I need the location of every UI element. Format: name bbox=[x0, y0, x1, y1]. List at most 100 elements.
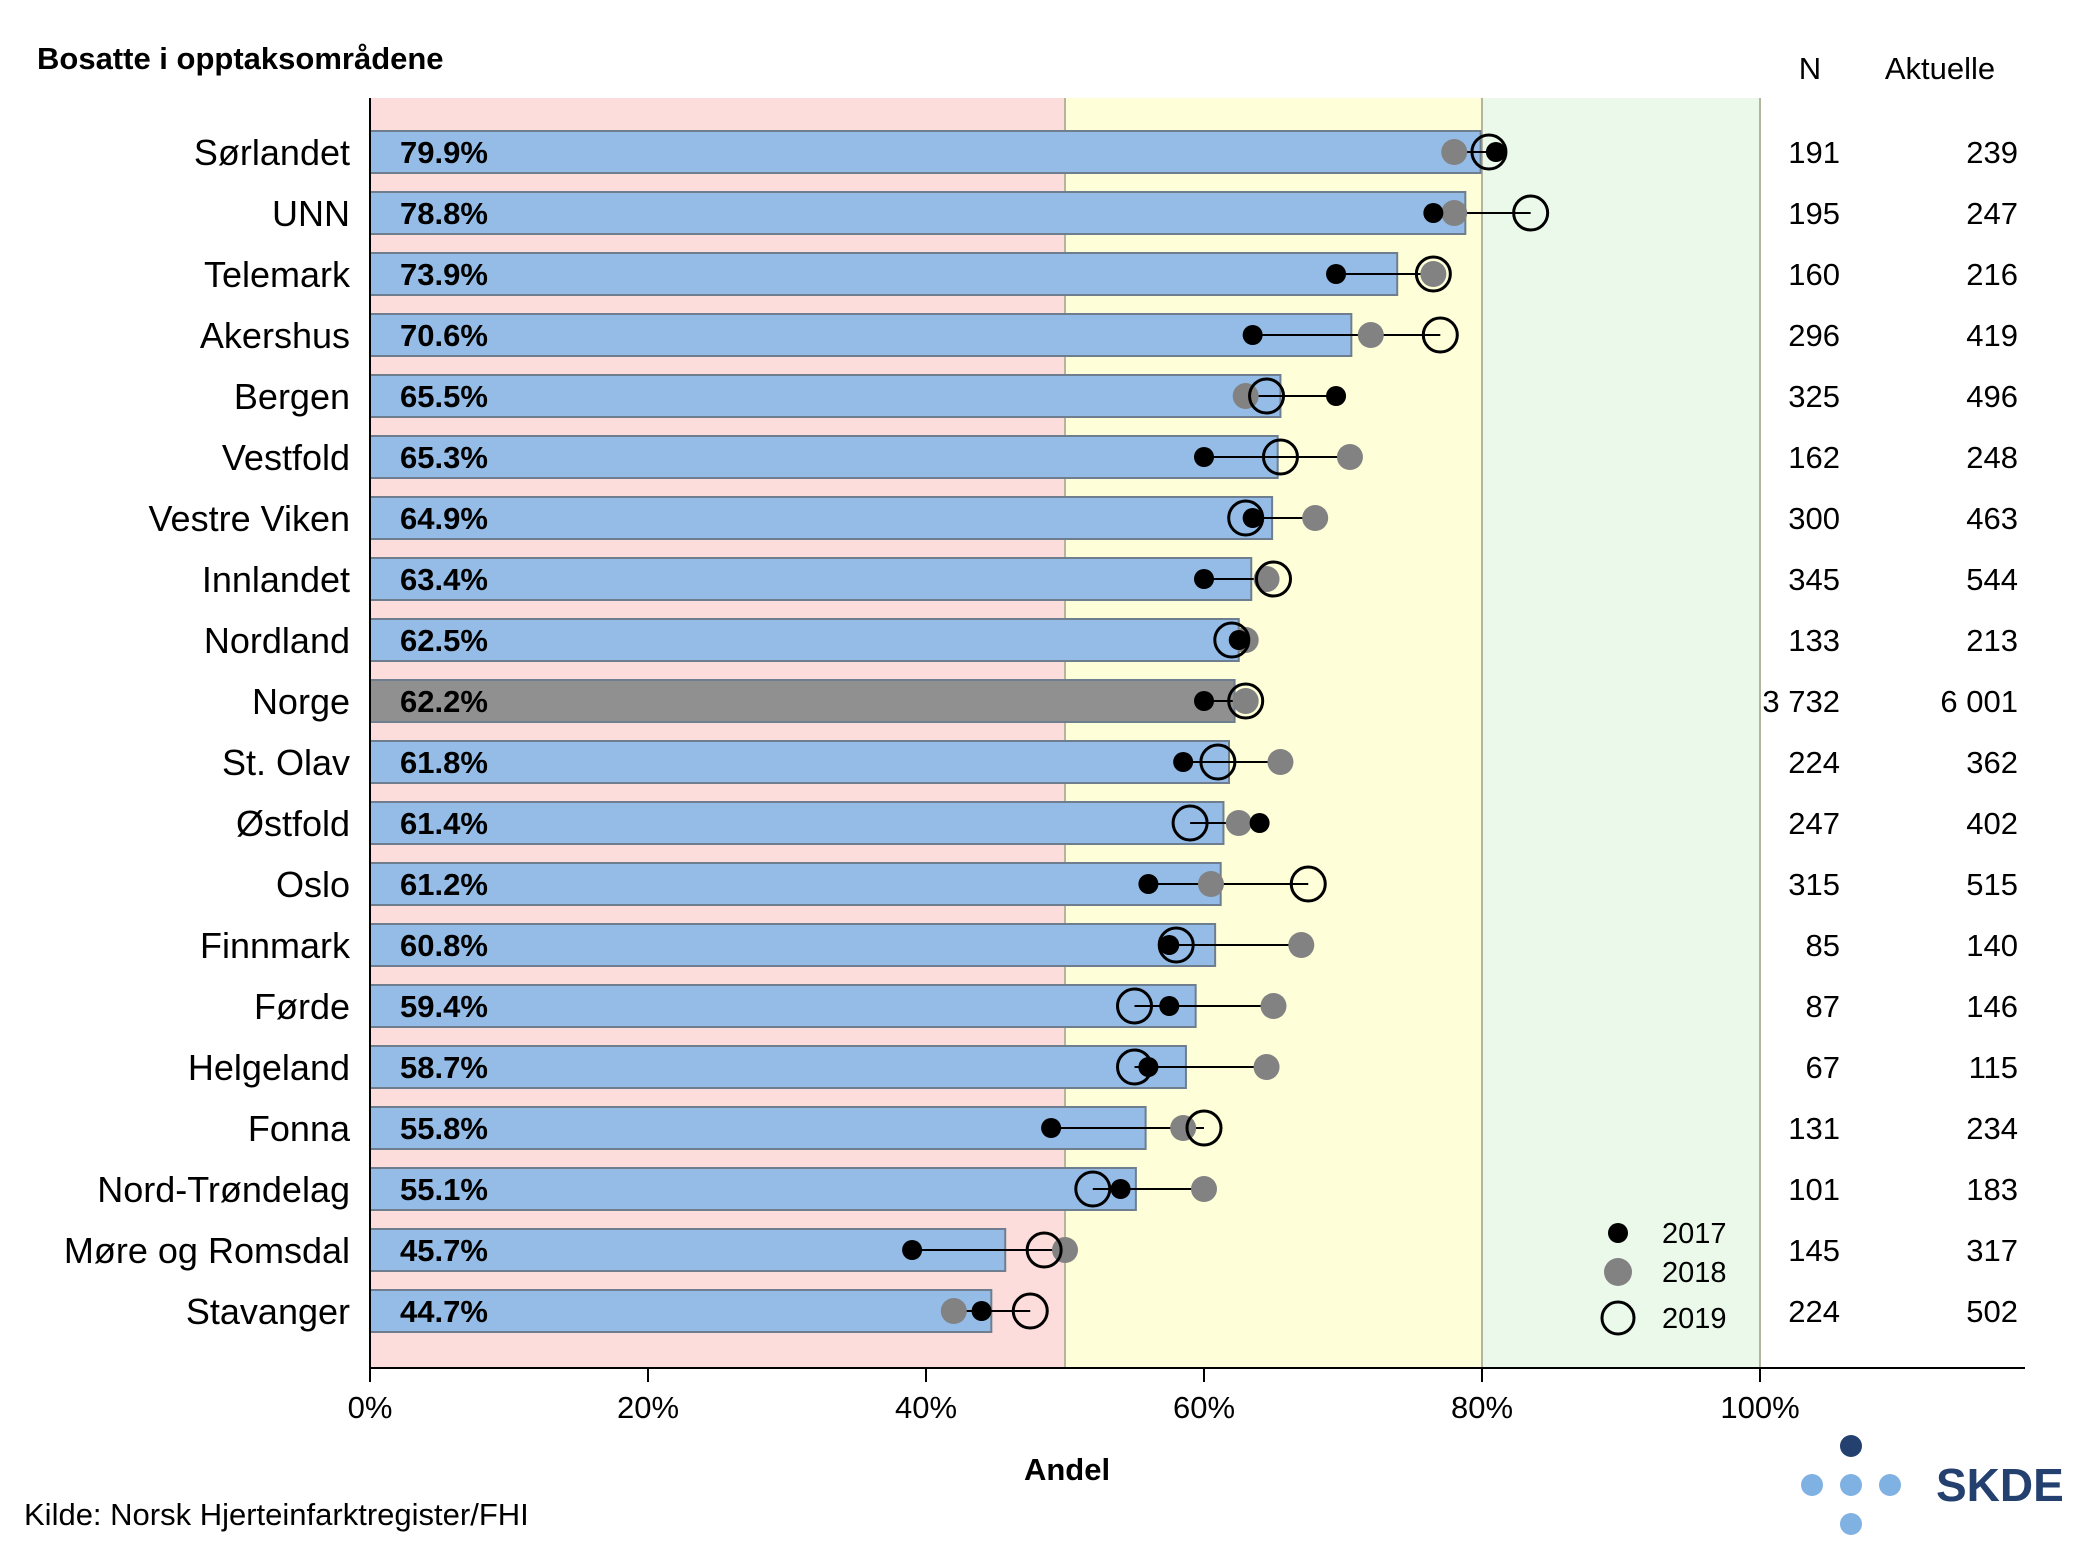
bar bbox=[369, 801, 1225, 845]
aktuelle-value: 213 bbox=[1966, 623, 2018, 658]
point-2019 bbox=[1248, 377, 1286, 415]
column-header-aktuelle: Aktuelle bbox=[1885, 51, 1995, 86]
aktuelle-value: 515 bbox=[1966, 867, 2018, 902]
category-label: St. Olav bbox=[222, 742, 350, 783]
point-2019 bbox=[1414, 255, 1452, 293]
point-2019 bbox=[1074, 1170, 1112, 1208]
aktuelle-value: 115 bbox=[1969, 1050, 2018, 1085]
bar bbox=[369, 679, 1236, 723]
bar-value-label: 62.5% bbox=[400, 623, 488, 658]
point-2018 bbox=[1288, 932, 1315, 958]
bar-value-label: 63.4% bbox=[400, 562, 488, 597]
zone-band bbox=[1065, 98, 1482, 1368]
n-value: 67 bbox=[1806, 1050, 1840, 1085]
bar-value-label: 58.7% bbox=[400, 1050, 488, 1085]
aktuelle-value: 317 bbox=[1966, 1233, 2018, 1268]
legend-label-2018: 2018 bbox=[1662, 1257, 1727, 1289]
point-2019 bbox=[1157, 926, 1195, 964]
n-value: 3 732 bbox=[1762, 684, 1840, 719]
zone-band bbox=[370, 98, 1065, 1368]
point-2018 bbox=[1267, 749, 1294, 775]
category-label: Førde bbox=[254, 986, 350, 1027]
category-label: Oslo bbox=[276, 864, 350, 905]
point-2018 bbox=[1302, 505, 1329, 531]
bar-value-label: 45.7% bbox=[400, 1233, 488, 1268]
point-2019 bbox=[1421, 316, 1459, 354]
bar-value-label: 61.4% bbox=[400, 806, 488, 841]
x-axis-label: Andel bbox=[1024, 1452, 1110, 1487]
category-label: Vestfold bbox=[222, 437, 350, 478]
category-label: Finnmark bbox=[200, 925, 351, 966]
n-value: 145 bbox=[1788, 1233, 1840, 1268]
bar bbox=[369, 618, 1240, 662]
x-axis: 0% 20% 40% 60% 80% 100% bbox=[348, 98, 2025, 1425]
point-2017 bbox=[1138, 874, 1159, 894]
point-2018 bbox=[1170, 1115, 1197, 1141]
point-2019 bbox=[1116, 987, 1153, 1025]
bar-value-label: 70.6% bbox=[400, 318, 488, 353]
n-value: 296 bbox=[1788, 318, 1840, 353]
aktuelle-value: 216 bbox=[1966, 257, 2018, 292]
legend-marker-2019 bbox=[1600, 1300, 1636, 1336]
category-label: Norge bbox=[252, 681, 350, 722]
point-2017 bbox=[1228, 630, 1249, 650]
n-value: 87 bbox=[1806, 989, 1840, 1024]
n-value: 131 bbox=[1788, 1111, 1840, 1146]
point-2019 bbox=[1512, 194, 1550, 232]
bar-value-label: 65.3% bbox=[400, 440, 488, 475]
point-2019 bbox=[1227, 682, 1265, 720]
point-2018 bbox=[1336, 444, 1363, 470]
n-value: 224 bbox=[1788, 1294, 1840, 1329]
point-2019 bbox=[1171, 804, 1209, 842]
point-2019 bbox=[1025, 1231, 1063, 1269]
bar bbox=[369, 252, 1399, 296]
aktuelle-value: 247 bbox=[1966, 196, 2018, 231]
aktuelle-value: 544 bbox=[1966, 562, 2018, 597]
source-note: Kilde: Norsk Hjerteinfarktregister/FHI bbox=[24, 1497, 529, 1532]
point-2017 bbox=[971, 1301, 992, 1321]
bar-value-label: 65.5% bbox=[400, 379, 488, 414]
n-value: 345 bbox=[1788, 562, 1840, 597]
point-2018 bbox=[1253, 566, 1280, 592]
point-2018 bbox=[1260, 993, 1287, 1019]
zone-dividers bbox=[1064, 98, 1761, 1368]
logo-dot-icon bbox=[1879, 1474, 1901, 1496]
category-label: Telemark bbox=[204, 254, 351, 295]
x-tick-label: 100% bbox=[1720, 1390, 1799, 1425]
x-tick-label: 20% bbox=[617, 1390, 679, 1425]
point-2017 bbox=[1326, 386, 1347, 406]
point-2017 bbox=[1485, 142, 1506, 162]
bar-value-label: 61.2% bbox=[400, 867, 488, 902]
year-markers bbox=[902, 133, 1550, 1330]
point-2018 bbox=[1357, 322, 1384, 348]
x-tick-label: 0% bbox=[348, 1390, 393, 1425]
bar bbox=[369, 191, 1467, 235]
n-value: 160 bbox=[1788, 257, 1840, 292]
bar-value-label: 55.8% bbox=[400, 1111, 488, 1146]
bar bbox=[369, 1106, 1147, 1150]
point-2018 bbox=[1191, 1176, 1217, 1202]
point-2017 bbox=[1423, 203, 1444, 223]
aktuelle-value: 502 bbox=[1966, 1294, 2018, 1329]
point-2017 bbox=[1110, 1179, 1131, 1199]
bar-value-label: 55.1% bbox=[400, 1172, 488, 1207]
chart-title: Bosatte i opptaksområdene bbox=[37, 41, 444, 76]
point-2018 bbox=[1441, 200, 1468, 226]
point-2018 bbox=[1232, 383, 1259, 409]
n-value: 101 bbox=[1788, 1172, 1840, 1207]
point-2017 bbox=[902, 1240, 923, 1260]
bar bbox=[369, 557, 1253, 601]
x-tick-label: 60% bbox=[1173, 1390, 1235, 1425]
n-value: 85 bbox=[1806, 928, 1840, 963]
point-2018 bbox=[1225, 810, 1252, 836]
point-2018 bbox=[1052, 1237, 1078, 1263]
n-value: 224 bbox=[1788, 745, 1840, 780]
bar bbox=[369, 1045, 1187, 1089]
point-2018 bbox=[1441, 139, 1468, 165]
point-2019 bbox=[1185, 1109, 1223, 1147]
category-label: Fonna bbox=[248, 1108, 351, 1149]
n-value: 325 bbox=[1788, 379, 1840, 414]
point-2017 bbox=[1041, 1118, 1062, 1138]
legend-label-2019: 2019 bbox=[1662, 1303, 1727, 1335]
aktuelle-value: 248 bbox=[1966, 440, 2018, 475]
